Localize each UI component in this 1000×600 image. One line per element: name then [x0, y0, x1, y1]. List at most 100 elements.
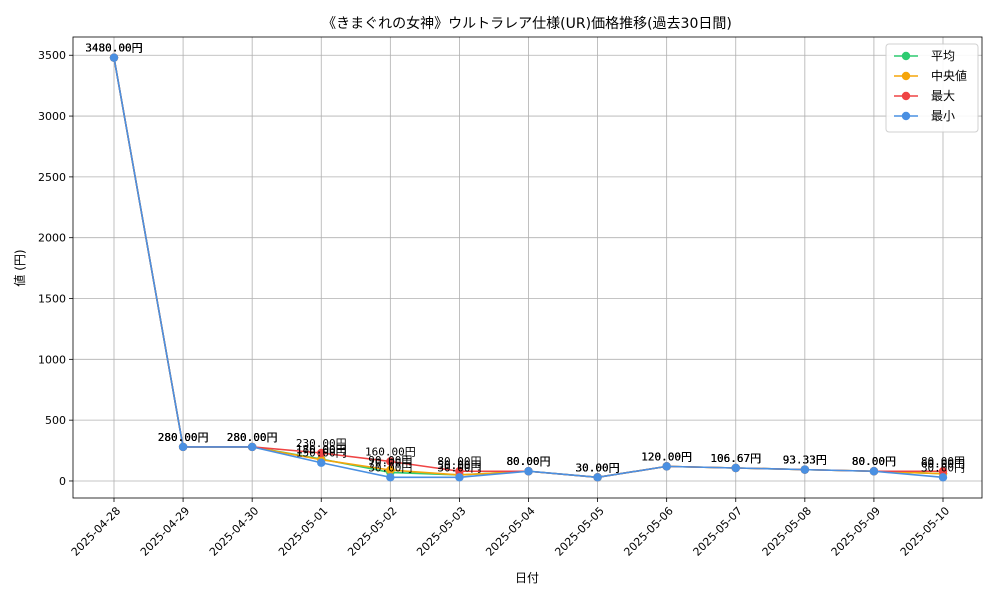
x-tick-label: 2025-05-09	[829, 504, 883, 558]
data-point	[317, 458, 326, 467]
legend-entry: 中央値	[931, 68, 967, 83]
data-point	[386, 473, 395, 482]
x-tick-label: 2025-05-07	[691, 504, 745, 558]
data-label: 93.33円	[783, 454, 827, 467]
data-point	[869, 467, 879, 476]
plot-frame	[72, 36, 983, 499]
data-label: 60.00円	[921, 458, 965, 471]
x-tick-label: 2025-05-04	[483, 504, 537, 558]
data-label: 93.33円	[783, 454, 827, 467]
data-point	[386, 465, 395, 475]
legend-marker	[901, 51, 911, 61]
y-tick-label: 1500	[38, 293, 66, 306]
y-tick-label: 2000	[38, 232, 66, 245]
x-tick-label: 2025-05-03	[414, 504, 468, 558]
data-labels: 3480.00円 280.00円 280.00円 180.00円 70.00円 50.00…	[85, 42, 965, 475]
data-label: 175.00円	[296, 444, 347, 457]
data-label: 280.00円	[158, 431, 209, 444]
legend-entry: 最大	[931, 89, 955, 103]
data-label: 80.00円	[852, 455, 896, 468]
data-label: 3480.00円	[85, 42, 142, 55]
y-tick-label: 0	[59, 475, 66, 488]
data-label: 106.67円	[710, 452, 761, 465]
data-label: 120.00円	[641, 450, 692, 463]
data-label: 280.00円	[158, 431, 209, 444]
data-label: 230.00円	[296, 437, 347, 450]
data-label: 106.67円	[710, 452, 761, 465]
data-label: 150.00円	[296, 447, 347, 460]
x-tick-label: 2025-05-08	[760, 504, 814, 558]
data-label: 80.00円	[852, 455, 896, 468]
y-axis-label: 値 (円)	[12, 249, 27, 286]
y-tick-label: 2500	[38, 171, 66, 184]
x-tick-label: 2025-04-29	[138, 504, 192, 558]
data-point	[247, 442, 257, 452]
data-point	[938, 473, 948, 482]
data-point	[731, 463, 740, 473]
legend-entry: 平均	[931, 49, 955, 63]
data-label: 30.00円	[437, 461, 481, 474]
data-label: 180.00円	[296, 443, 347, 456]
grid	[73, 37, 982, 498]
data-point	[455, 467, 464, 476]
data-point	[109, 53, 119, 62]
data-label: 120.00円	[641, 450, 692, 463]
data-point	[800, 465, 810, 474]
data-point	[593, 473, 602, 482]
data-point	[662, 462, 671, 471]
x-tick-label: 2025-04-28	[69, 504, 123, 558]
data-point	[455, 473, 464, 482]
data-point	[524, 467, 533, 476]
data-label: 80.00円	[506, 455, 550, 468]
legend-entry: 最小	[931, 109, 955, 123]
data-label: 280.00円	[158, 431, 209, 444]
x-tick-label: 2025-05-02	[345, 504, 399, 558]
data-label: 3480.00円	[85, 42, 142, 55]
x-tick-label: 2025-05-05	[552, 504, 606, 558]
data-label: 120.00円	[641, 450, 692, 463]
data-label: 280.00円	[227, 431, 278, 444]
data-label: 120.00円	[641, 450, 692, 463]
data-label: 60.00円	[921, 458, 965, 471]
y-tick-label: 1000	[38, 353, 66, 366]
data-label: 80.00円	[437, 455, 481, 468]
data-label: 280.00円	[158, 431, 209, 444]
data-label: 30.00円	[576, 461, 620, 474]
data-label: 280.00円	[227, 431, 278, 444]
x-tick-label: 2025-05-10	[898, 504, 952, 558]
data-label: 3480.00円	[85, 42, 142, 55]
legend-marker	[901, 71, 911, 81]
data-label: 80.00円	[921, 455, 965, 468]
data-label: 30.00円	[576, 461, 620, 474]
data-point	[386, 457, 395, 466]
data-label: 106.67円	[710, 452, 761, 465]
data-label: 93.33円	[783, 454, 827, 467]
data-label: 80.00円	[506, 455, 550, 468]
data-label: 90.00円	[368, 454, 412, 467]
data-label: 70.00円	[368, 456, 412, 469]
y-tick-label: 500	[45, 414, 66, 427]
data-label: 50.00円	[437, 459, 481, 472]
data-label: 160.00円	[365, 446, 416, 459]
data-label: 80.00円	[852, 455, 896, 468]
data-label: 50.00円	[437, 459, 481, 472]
data-point	[938, 467, 948, 476]
data-label: 30.00円	[576, 461, 620, 474]
series-lines	[109, 53, 948, 482]
data-label: 30.00円	[368, 461, 412, 474]
x-tick-label: 2025-05-01	[276, 504, 330, 558]
data-label: 280.00円	[227, 431, 278, 444]
data-label: 30.00円	[921, 461, 965, 474]
data-label: 80.00円	[852, 455, 896, 468]
legend-marker	[901, 111, 911, 121]
axes: 2025-04-28 2025-04-29 2025-04-30 2025-05-01…	[38, 36, 983, 559]
data-point	[317, 448, 326, 458]
data-label: 80.00円	[506, 455, 550, 468]
y-tick-label: 3000	[38, 110, 66, 123]
x-axis-label: 日付	[515, 571, 539, 585]
data-label: 3480.00円	[85, 42, 142, 55]
legend-marker	[901, 91, 911, 101]
data-label: 93.33円	[783, 454, 827, 467]
